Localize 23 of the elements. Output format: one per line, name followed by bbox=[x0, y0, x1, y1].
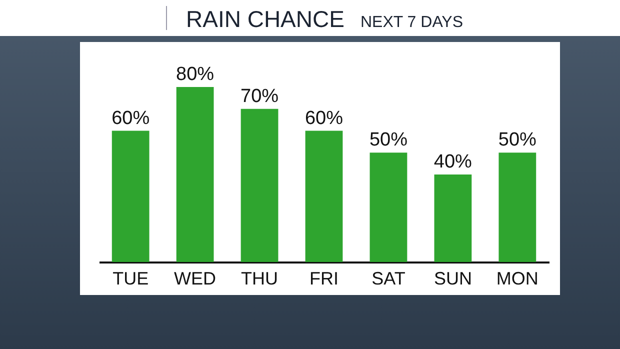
bar bbox=[240, 108, 278, 262]
x-tick-label: MON bbox=[496, 268, 538, 288]
data-label: 50% bbox=[498, 130, 537, 151]
x-tick-label: WED bbox=[174, 268, 216, 288]
x-tick-label: SAT bbox=[372, 268, 406, 288]
x-tick-label: SUN bbox=[434, 268, 472, 288]
data-label: 50% bbox=[369, 130, 408, 151]
bar bbox=[305, 130, 343, 262]
data-label: 70% bbox=[240, 86, 279, 107]
data-label: 60% bbox=[112, 108, 150, 129]
chart-title: RAIN CHANCE bbox=[186, 6, 344, 33]
x-tick-label: TUE bbox=[112, 268, 149, 288]
data-label: 60% bbox=[304, 108, 344, 129]
bar bbox=[498, 152, 536, 262]
bar bbox=[370, 152, 408, 262]
bar bbox=[112, 130, 150, 262]
data-label: 80% bbox=[176, 64, 214, 85]
x-tick-label: THU bbox=[241, 268, 278, 288]
x-tick-label: FRI bbox=[310, 268, 338, 288]
bar bbox=[434, 174, 472, 262]
data-label: 40% bbox=[434, 152, 472, 172]
chart-subtitle: NEXT 7 DAYS bbox=[360, 14, 464, 32]
bar bbox=[176, 87, 214, 262]
